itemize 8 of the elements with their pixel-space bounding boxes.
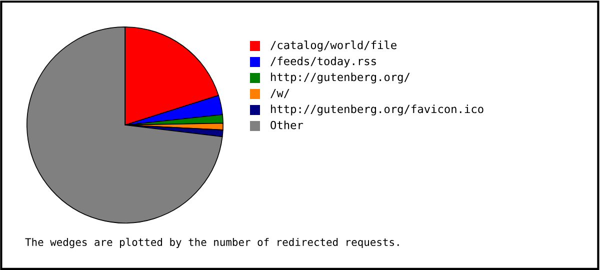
legend-label: Other	[270, 120, 304, 130]
pie-slice	[26, 26, 223, 224]
legend-label: http://gutenberg.org/favicon.ico	[271, 104, 484, 116]
legend-label: http://gutenberg.org/	[271, 72, 410, 84]
text: The wedges are plotted by the number of redirected requests.	[25, 238, 399, 248]
legend-label: /w/	[270, 88, 290, 98]
legend-label: /catalog/world/file	[270, 40, 396, 52]
legend-label: /feeds/today.rss	[270, 56, 376, 68]
